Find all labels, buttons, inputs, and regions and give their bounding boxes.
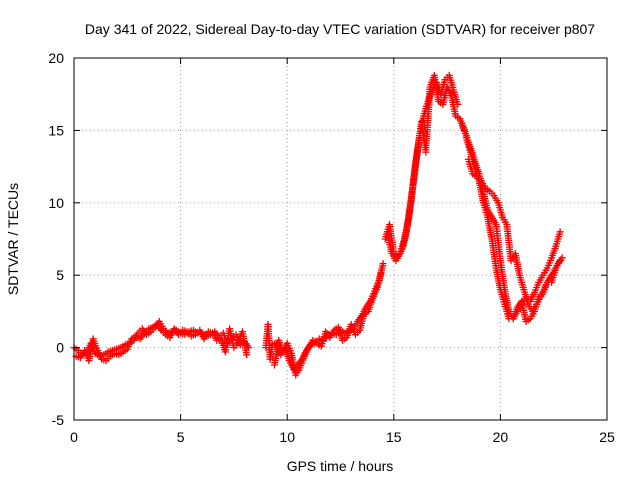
x-tick-label: 20 [493,429,509,445]
tick-layer [73,57,608,421]
x-tick-label: 15 [386,429,402,445]
y-tick-label: 5 [56,267,64,283]
plot-frame [73,57,608,421]
data-point-SDTVAR-mid-b [377,270,385,278]
y-axis-label: SDTVAR / TECUs [5,183,21,295]
data-point-SDTVAR-fall-c [556,257,564,265]
x-tick-label: 0 [70,429,78,445]
x-tick-label: 25 [599,429,615,445]
y-tick-label: 0 [56,340,64,356]
data-layer [70,71,566,379]
y-tick-label: 20 [48,50,64,66]
x-axis-label: GPS time / hours [287,458,394,474]
x-tick-label: 5 [177,429,185,445]
y-tick-label: -5 [52,412,65,428]
y-tick-label: 10 [48,195,64,211]
x-tick-label: 10 [279,429,295,445]
grid-layer [74,58,607,420]
chart-title: Day 341 of 2022, Sidereal Day-to-day VTE… [85,21,595,37]
data-point-SDTVAR-mid [379,260,387,268]
y-tick-label: 15 [48,122,64,138]
tick-label-layer: 0 5 10 15 20 25 -5 0 5 10 15 20 [48,50,615,445]
data-point-SDTVAR-fall [556,228,564,236]
data-point-SDTVAR-scatter-a [243,351,251,359]
